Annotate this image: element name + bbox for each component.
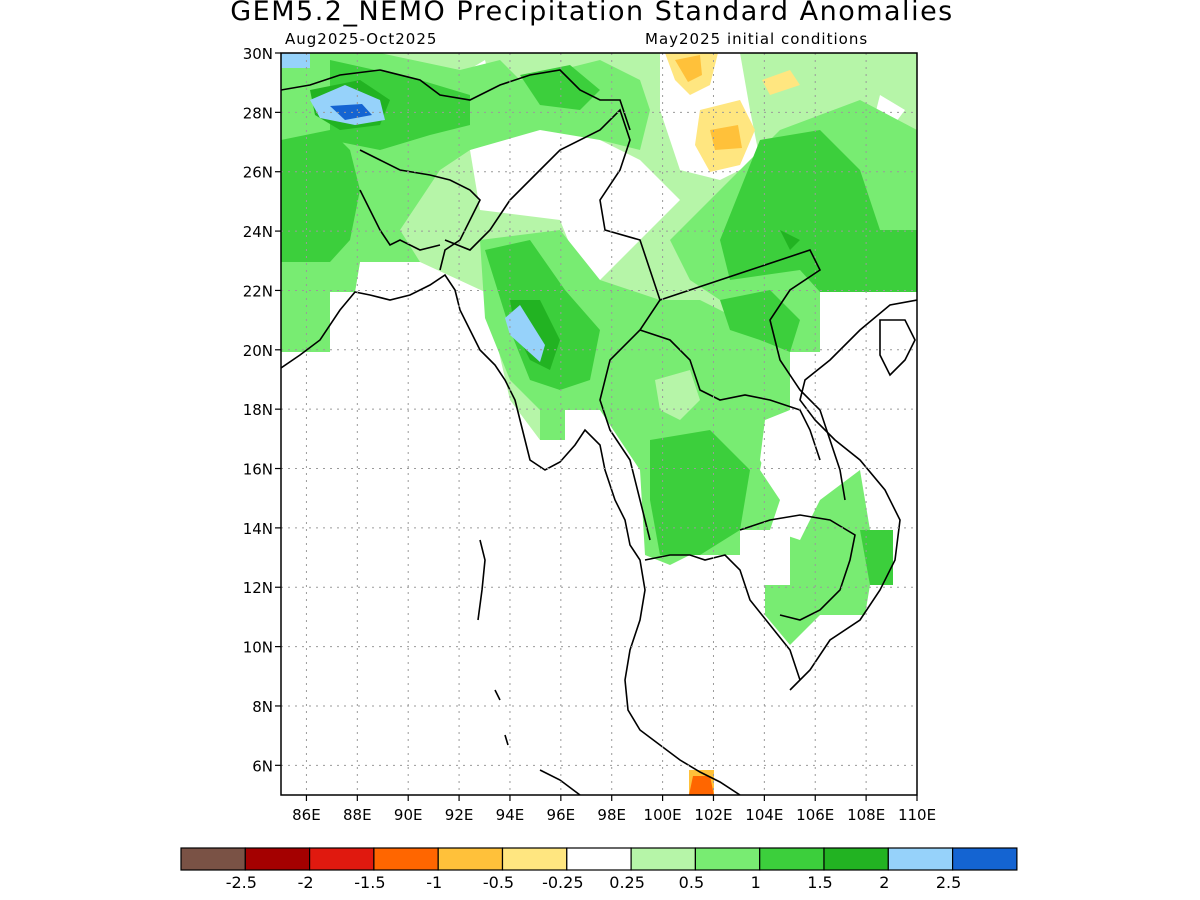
axis-ticks [275,52,918,801]
coastlines-borders [281,69,917,795]
region-neg-light-3 [762,70,800,95]
region-lightblue-nw [281,53,310,68]
lat-label: 20N [243,342,273,360]
region-1-5-2-east [780,230,800,250]
lon-label: 104E [745,806,783,824]
colorbar-label: 0.5 [679,873,704,892]
lat-label: 26N [243,164,273,182]
lon-label: 106E [796,806,834,824]
region-neg-orange-1 [675,55,702,82]
lat-label: 16N [243,461,273,479]
anomaly-field [281,53,917,795]
india-bangladesh-coast [281,273,741,795]
colorbar-swatch [887,847,954,871]
region-darkgreen-east [720,130,917,292]
lon-label: 110E [898,806,936,824]
lon-label: 96E [547,806,576,824]
lon-label: 88E [343,806,372,824]
region-darkgreen-bhutan [520,65,600,110]
colorbar-swatch [694,847,761,871]
colorbar-label: -1.5 [354,873,385,892]
lat-label: 28N [243,104,273,122]
colorbar-label: 1 [751,873,761,892]
colorbar-swatch [951,847,1018,871]
region-light-green-thai [655,370,700,420]
map-frame [280,52,918,796]
map-title: GEM5.2_NEMO Precipitation Standard Anoma… [230,0,954,27]
colorbar-swatch [501,847,568,871]
india-ne-border [359,149,481,271]
region-darkgreen-thai [650,430,750,555]
lat-label: 10N [243,639,273,657]
bangladesh-border [359,189,441,251]
lon-label: 100E [644,806,682,824]
region-white-cambodia [740,530,790,585]
region-lightblue-myanmar [505,305,545,362]
lon-label: 86E [292,806,321,824]
region-white-north [470,120,680,280]
colorbar-label: -0.25 [542,873,583,892]
hainan-and-vietnam-ne [879,319,916,377]
latitude-labels: 30N 28N 26N 24N 22N 20N 18N 16N 14N 12N 10N 8N 6N [243,45,273,775]
colorbar-label: -1 [426,873,442,892]
lat-label: 18N [243,401,273,419]
region-white-thai [760,410,800,480]
colorbar-swatch [823,847,889,871]
region-darkgreen-n [330,60,470,150]
colorbar-labels: -2.5 -2 -1.5 -1 -0.5 -0.25 0.25 0.5 1 1.5 2 2.5 [226,873,962,892]
lat-label: 22N [243,282,273,300]
lon-label: 92E [445,806,474,824]
myanmar-border [444,108,661,541]
china-border-north [281,69,631,131]
colorbar-label: 2.5 [936,873,961,892]
colorbar-swatch [566,847,632,871]
lon-label: 98E [597,806,626,824]
colorbar-label: 1.5 [807,873,832,892]
colorbar-label: 2 [879,873,889,892]
andaman-islands [477,539,509,746]
lon-label: 108E [847,806,885,824]
colorbar-label: -2 [298,873,314,892]
colorbar-label: -2.5 [226,873,257,892]
colorbar-swatch [373,847,439,871]
lon-label: 102E [694,806,732,824]
initial-conditions: May2025 initial conditions [645,30,869,48]
region-darkgreen-vn [860,530,893,585]
longitude-labels: 86E 88E 90E 92E 94E 96E 98E 100E 102E 104E 106E 108… [292,806,936,824]
lat-label: 30N [243,45,273,63]
laos-border [659,249,846,501]
colorbar-swatch [630,847,696,871]
lat-label: 12N [243,579,273,597]
colorbar [180,847,1018,871]
lon-label: 94E [496,806,525,824]
colorbar-swatch [759,847,825,871]
colorbar-swatch [309,847,375,871]
colorbar-swatch [244,847,311,871]
lon-label: 90E [394,806,423,824]
lat-label: 24N [243,223,273,241]
lat-label: 6N [252,757,273,775]
colorbar-label: 0.25 [609,873,645,892]
sumatra-tip [539,769,581,795]
colorbar-label: -0.5 [483,873,514,892]
lat-label: 8N [252,698,273,716]
region-darkgreen-nw [281,130,360,262]
region-neg-orange-2 [710,125,742,150]
region-neg-red-south [689,776,714,795]
lat-label: 14N [243,520,273,538]
thailand-gulf-coast [644,299,917,691]
forecast-period: Aug2025-Oct2025 [285,30,438,48]
colorbar-swatch [437,847,504,871]
colorbar-swatch [180,847,246,871]
cambodia-border [739,514,856,621]
